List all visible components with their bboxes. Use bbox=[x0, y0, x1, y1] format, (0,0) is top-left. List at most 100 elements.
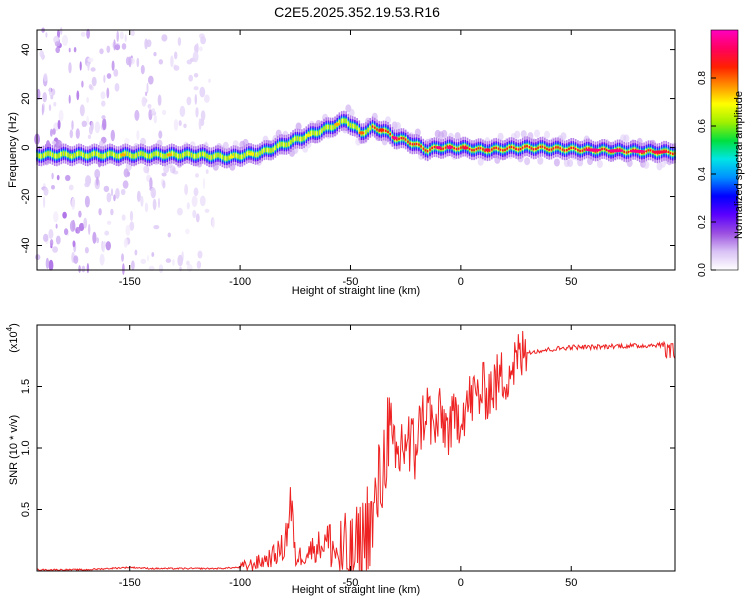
noise-blob bbox=[106, 73, 112, 79]
noise-blob bbox=[199, 46, 203, 52]
spectrogram-panel: -150 -100 -50 0 50 -40 -20 0 20 40 Height of str… bbox=[7, 27, 676, 297]
noise-blob bbox=[87, 57, 94, 63]
noise-blob bbox=[148, 108, 153, 121]
noise-blob bbox=[158, 130, 163, 139]
noise-blob bbox=[104, 230, 110, 236]
halo-blob bbox=[189, 141, 196, 150]
noise-blob bbox=[185, 228, 190, 235]
noise-blob bbox=[51, 140, 57, 145]
noise-blob bbox=[84, 247, 89, 254]
noise-blob bbox=[192, 51, 199, 63]
hot-spot bbox=[120, 153, 127, 157]
noise-blob bbox=[134, 109, 140, 121]
noise-blob bbox=[88, 84, 93, 90]
noise-blob bbox=[144, 202, 149, 213]
noise-blob bbox=[55, 223, 58, 229]
colorbar-ticks: 0.0 0.2 0.4 0.6 0.8 bbox=[697, 71, 716, 277]
noise-blob bbox=[141, 96, 147, 107]
noise-blob bbox=[62, 34, 68, 47]
noise-blob bbox=[122, 263, 125, 275]
noise-blob bbox=[64, 174, 71, 182]
colorbar: 0.0 0.2 0.4 0.6 0.8 Normalized spectral ampl… bbox=[697, 29, 745, 277]
noise-blob bbox=[129, 210, 134, 222]
noise-blob bbox=[94, 121, 101, 134]
y-tick-label: 1.0 bbox=[20, 440, 32, 455]
noise-blob bbox=[149, 177, 153, 190]
colorbar-tick-label: 0.0 bbox=[697, 263, 708, 277]
halo-blob bbox=[534, 129, 540, 138]
noise-blob bbox=[173, 65, 180, 71]
noise-blob bbox=[183, 123, 187, 129]
noise-blob bbox=[176, 207, 183, 216]
noise-blob bbox=[76, 90, 80, 101]
noise-blob bbox=[128, 56, 132, 68]
halo-blob bbox=[401, 129, 408, 138]
noise-blob bbox=[35, 254, 41, 261]
noise-blob bbox=[36, 88, 41, 100]
noise-blob bbox=[48, 259, 54, 271]
hot-spot bbox=[248, 152, 255, 156]
halo-blob bbox=[348, 108, 355, 117]
noise-blob bbox=[69, 129, 74, 139]
halo-blob bbox=[567, 159, 574, 168]
noise-blob bbox=[68, 47, 71, 53]
noise-blob bbox=[90, 67, 96, 72]
halo-blob bbox=[143, 165, 150, 174]
figure-title: C2E5.2025.352.19.53.R16 bbox=[274, 4, 440, 20]
noise-blob bbox=[73, 47, 77, 53]
noise-blob bbox=[186, 260, 190, 266]
noise-blob bbox=[193, 86, 199, 91]
snr-series-line bbox=[36, 330, 676, 572]
snr-y-label: SNR (10 * v/v) bbox=[8, 415, 20, 485]
halo-blob bbox=[553, 158, 560, 167]
noise-blob bbox=[58, 110, 64, 122]
noise-blob bbox=[173, 119, 179, 131]
halo-blob bbox=[342, 125, 348, 134]
halo-blob bbox=[481, 152, 487, 161]
halo-blob bbox=[136, 149, 143, 158]
noise-blob bbox=[113, 69, 119, 77]
noise-blob bbox=[167, 232, 171, 238]
noise-blob bbox=[54, 41, 61, 47]
halo-blob bbox=[537, 156, 544, 165]
noise-blob bbox=[199, 86, 206, 98]
x-tick-label: -150 bbox=[119, 577, 141, 589]
noise-blob bbox=[162, 180, 166, 189]
halo-blob bbox=[454, 132, 461, 141]
noise-blob bbox=[79, 61, 82, 71]
noise-blob bbox=[110, 208, 114, 216]
noise-blob bbox=[148, 75, 154, 85]
noise-blob bbox=[75, 226, 81, 234]
noise-blob bbox=[136, 190, 141, 203]
noise-blob bbox=[68, 62, 72, 74]
hot-spot bbox=[166, 153, 173, 157]
noise-blob bbox=[80, 31, 86, 37]
hot-spot bbox=[651, 150, 668, 154]
noise-blob bbox=[86, 263, 90, 274]
noise-blob bbox=[161, 34, 168, 42]
y-tick-label: 20 bbox=[20, 92, 32, 104]
noise-blob bbox=[106, 87, 110, 99]
noise-blob bbox=[100, 91, 106, 100]
halo-blob bbox=[623, 134, 630, 143]
halo-blob bbox=[322, 113, 329, 122]
noise-blob bbox=[56, 139, 62, 149]
noise-blob bbox=[75, 128, 80, 139]
colorbar-tick-label: 0.6 bbox=[697, 119, 708, 133]
spectrogram-x-axis: -150 -100 -50 0 50 bbox=[119, 30, 577, 288]
noise-blob bbox=[57, 119, 61, 130]
snr-panel: -150 -100 -50 0 50 0.5 1.0 1.5 Height of strai… bbox=[5, 323, 676, 596]
halo-blob bbox=[149, 144, 156, 153]
noise-blob bbox=[122, 180, 129, 189]
snr-x-axis: -150 -100 -50 0 50 bbox=[119, 325, 577, 589]
y-tick-label: 0.5 bbox=[20, 502, 32, 517]
noise-blob bbox=[39, 50, 44, 58]
noise-blob bbox=[172, 258, 175, 266]
snr-y-multiplier: (x104) bbox=[5, 323, 20, 353]
noise-blob bbox=[102, 118, 107, 130]
noise-blob bbox=[69, 220, 76, 232]
x-tick-label: -100 bbox=[229, 276, 251, 288]
noise-blob bbox=[103, 185, 110, 193]
halo-blob bbox=[176, 159, 183, 168]
